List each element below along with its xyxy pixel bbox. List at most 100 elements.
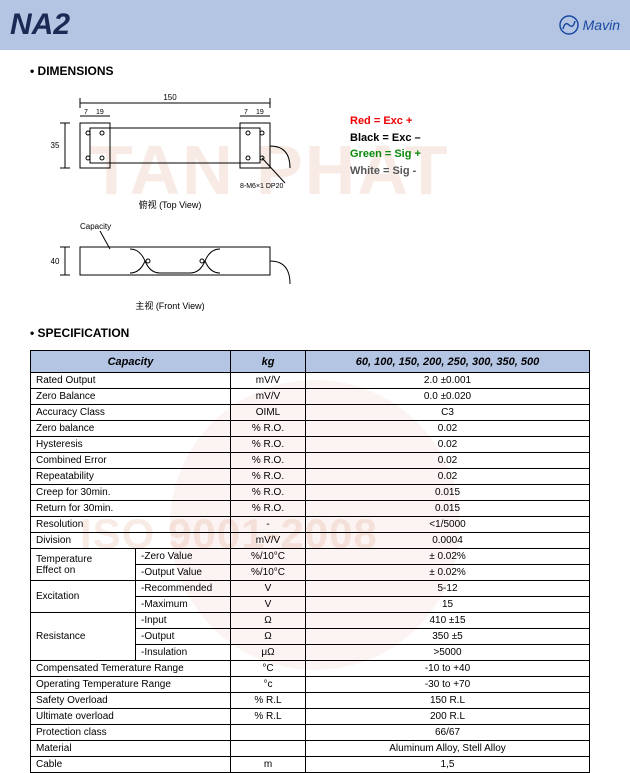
svg-text:35: 35 [51, 141, 60, 150]
cell-unit: m [231, 757, 306, 773]
page-title: NA2 [10, 8, 70, 42]
wire-white: White = Sig - [350, 163, 421, 180]
cell-unit: %/10°C [231, 565, 306, 581]
cell-label: Accuracy Class [31, 405, 231, 421]
cell-unit [231, 741, 306, 757]
th-values: 60, 100, 150, 200, 250, 300, 350, 500 [306, 351, 590, 373]
table-row: Accuracy ClassOIMLC3 [31, 405, 590, 421]
svg-text:8-M6×1 DP20: 8-M6×1 DP20 [240, 183, 283, 190]
cell-label: Hysteresis [31, 437, 231, 453]
table-row: Ultimate overload% R.L200 R.L [31, 709, 590, 725]
table-row: Zero balance% R.O.0.02 [31, 421, 590, 437]
cell-label: Safety Overload [31, 693, 231, 709]
cell-val: ± 0.02% [306, 549, 590, 565]
section-dimensions: DIMENSIONS [30, 64, 630, 78]
section-specification: SPECIFICATION [30, 326, 630, 340]
cell-sub: -Output [136, 629, 231, 645]
cell-unit: % R.L [231, 709, 306, 725]
cell-val: 1,5 [306, 757, 590, 773]
table-row: Operating Temperature Range°c-30 to +70 [31, 677, 590, 693]
cell-unit: % R.O. [231, 453, 306, 469]
cell-unit: V [231, 581, 306, 597]
svg-text:40: 40 [51, 257, 60, 266]
cell-val: -10 to +40 [306, 661, 590, 677]
cell-val: 200 R.L [306, 709, 590, 725]
cell-val: >5000 [306, 645, 590, 661]
cell-unit: % R.O. [231, 469, 306, 485]
svg-text:19: 19 [96, 109, 104, 116]
table-row: Hysteresis% R.O.0.02 [31, 437, 590, 453]
table-row: Resolution-<1/5000 [31, 517, 590, 533]
wire-green: Green = Sig + [350, 146, 421, 163]
th-capacity: Capacity [31, 351, 231, 373]
table-row: Cablem1,5 [31, 757, 590, 773]
cell-label: Repeatability [31, 469, 231, 485]
wiring-legend: Red = Exc + Black = Exc – Green = Sig + … [350, 88, 421, 312]
spec-header-row: Capacity kg 60, 100, 150, 200, 250, 300,… [31, 351, 590, 373]
svg-text:7: 7 [244, 109, 248, 116]
cell-unit: μΩ [231, 645, 306, 661]
cell-label: Zero balance [31, 421, 231, 437]
cell-val: <1/5000 [306, 517, 590, 533]
cell-val: 350 ±5 [306, 629, 590, 645]
wire-red: Red = Exc + [350, 113, 421, 130]
cell-val: 410 ±15 [306, 613, 590, 629]
cell-val: 15 [306, 597, 590, 613]
cell-sub: -Insulation [136, 645, 231, 661]
cell-val: 0.02 [306, 469, 590, 485]
table-row: TemperatureEffect on-Zero Value%/10°C± 0… [31, 549, 590, 565]
table-row: Repeatability% R.O.0.02 [31, 469, 590, 485]
cell-unit: mV/V [231, 389, 306, 405]
spec-table: Capacity kg 60, 100, 150, 200, 250, 300,… [30, 350, 590, 773]
cell-unit [231, 725, 306, 741]
cell-val: 0.02 [306, 453, 590, 469]
cell-val: C3 [306, 405, 590, 421]
top-view-label: 俯视 (Top View) [80, 198, 260, 211]
mavin-logo-icon [559, 15, 579, 35]
cell-label: Zero Balance [31, 389, 231, 405]
cell-unit: V [231, 597, 306, 613]
cell-label: Return for 30min. [31, 501, 231, 517]
cell-label: Operating Temperature Range [31, 677, 231, 693]
cell-val: 0.015 [306, 501, 590, 517]
cell-group: Excitation [31, 581, 136, 613]
cell-label: Resolution [31, 517, 231, 533]
svg-text:Capacity: Capacity [80, 222, 111, 231]
front-view-label: 主视 (Front View) [80, 299, 260, 312]
cell-label: Compensated Temerature Range [31, 661, 231, 677]
wire-black: Black = Exc – [350, 130, 421, 147]
table-row: Protection class66/67 [31, 725, 590, 741]
cell-label: Rated Output [31, 373, 231, 389]
cell-val: 0.02 [306, 437, 590, 453]
table-row: Resistance-InputΩ410 ±15 [31, 613, 590, 629]
cell-label: Ultimate overload [31, 709, 231, 725]
table-row: Compensated Temerature Range°C-10 to +40 [31, 661, 590, 677]
cell-val: ± 0.02% [306, 565, 590, 581]
table-row: Excitation-RecommendedV5-12 [31, 581, 590, 597]
cell-label: Creep for 30min. [31, 485, 231, 501]
cell-label: Combined Error [31, 453, 231, 469]
dimensions-block: 150 7 19 7 19 35 8-M6×1 DP20 俯视 (Top Vie… [0, 88, 630, 312]
cell-val: 0.0 ±0.020 [306, 389, 590, 405]
cell-sub: -Input [136, 613, 231, 629]
cell-sub: -Maximum [136, 597, 231, 613]
svg-text:150: 150 [163, 93, 177, 102]
table-row: Zero BalancemV/V0.0 ±0.020 [31, 389, 590, 405]
table-row: Creep for 30min.% R.O.0.015 [31, 485, 590, 501]
cell-unit: % R.O. [231, 437, 306, 453]
cell-val: 5-12 [306, 581, 590, 597]
cell-unit: % R.O. [231, 485, 306, 501]
cell-group: TemperatureEffect on [31, 549, 136, 581]
cell-val: Aluminum Alloy, Stell Alloy [306, 741, 590, 757]
table-row: DivisionmV/V0.0004 [31, 533, 590, 549]
cell-group: Resistance [31, 613, 136, 661]
cell-label: Material [31, 741, 231, 757]
table-row: Return for 30min.% R.O.0.015 [31, 501, 590, 517]
cell-unit: OIML [231, 405, 306, 421]
table-row: Rated OutputmV/V2.0 ±0.001 [31, 373, 590, 389]
cell-val: 2.0 ±0.001 [306, 373, 590, 389]
cell-sub: -Zero Value [136, 549, 231, 565]
brand-text: Mavin [583, 17, 620, 33]
cell-unit: % R.O. [231, 501, 306, 517]
cell-val: 0.02 [306, 421, 590, 437]
